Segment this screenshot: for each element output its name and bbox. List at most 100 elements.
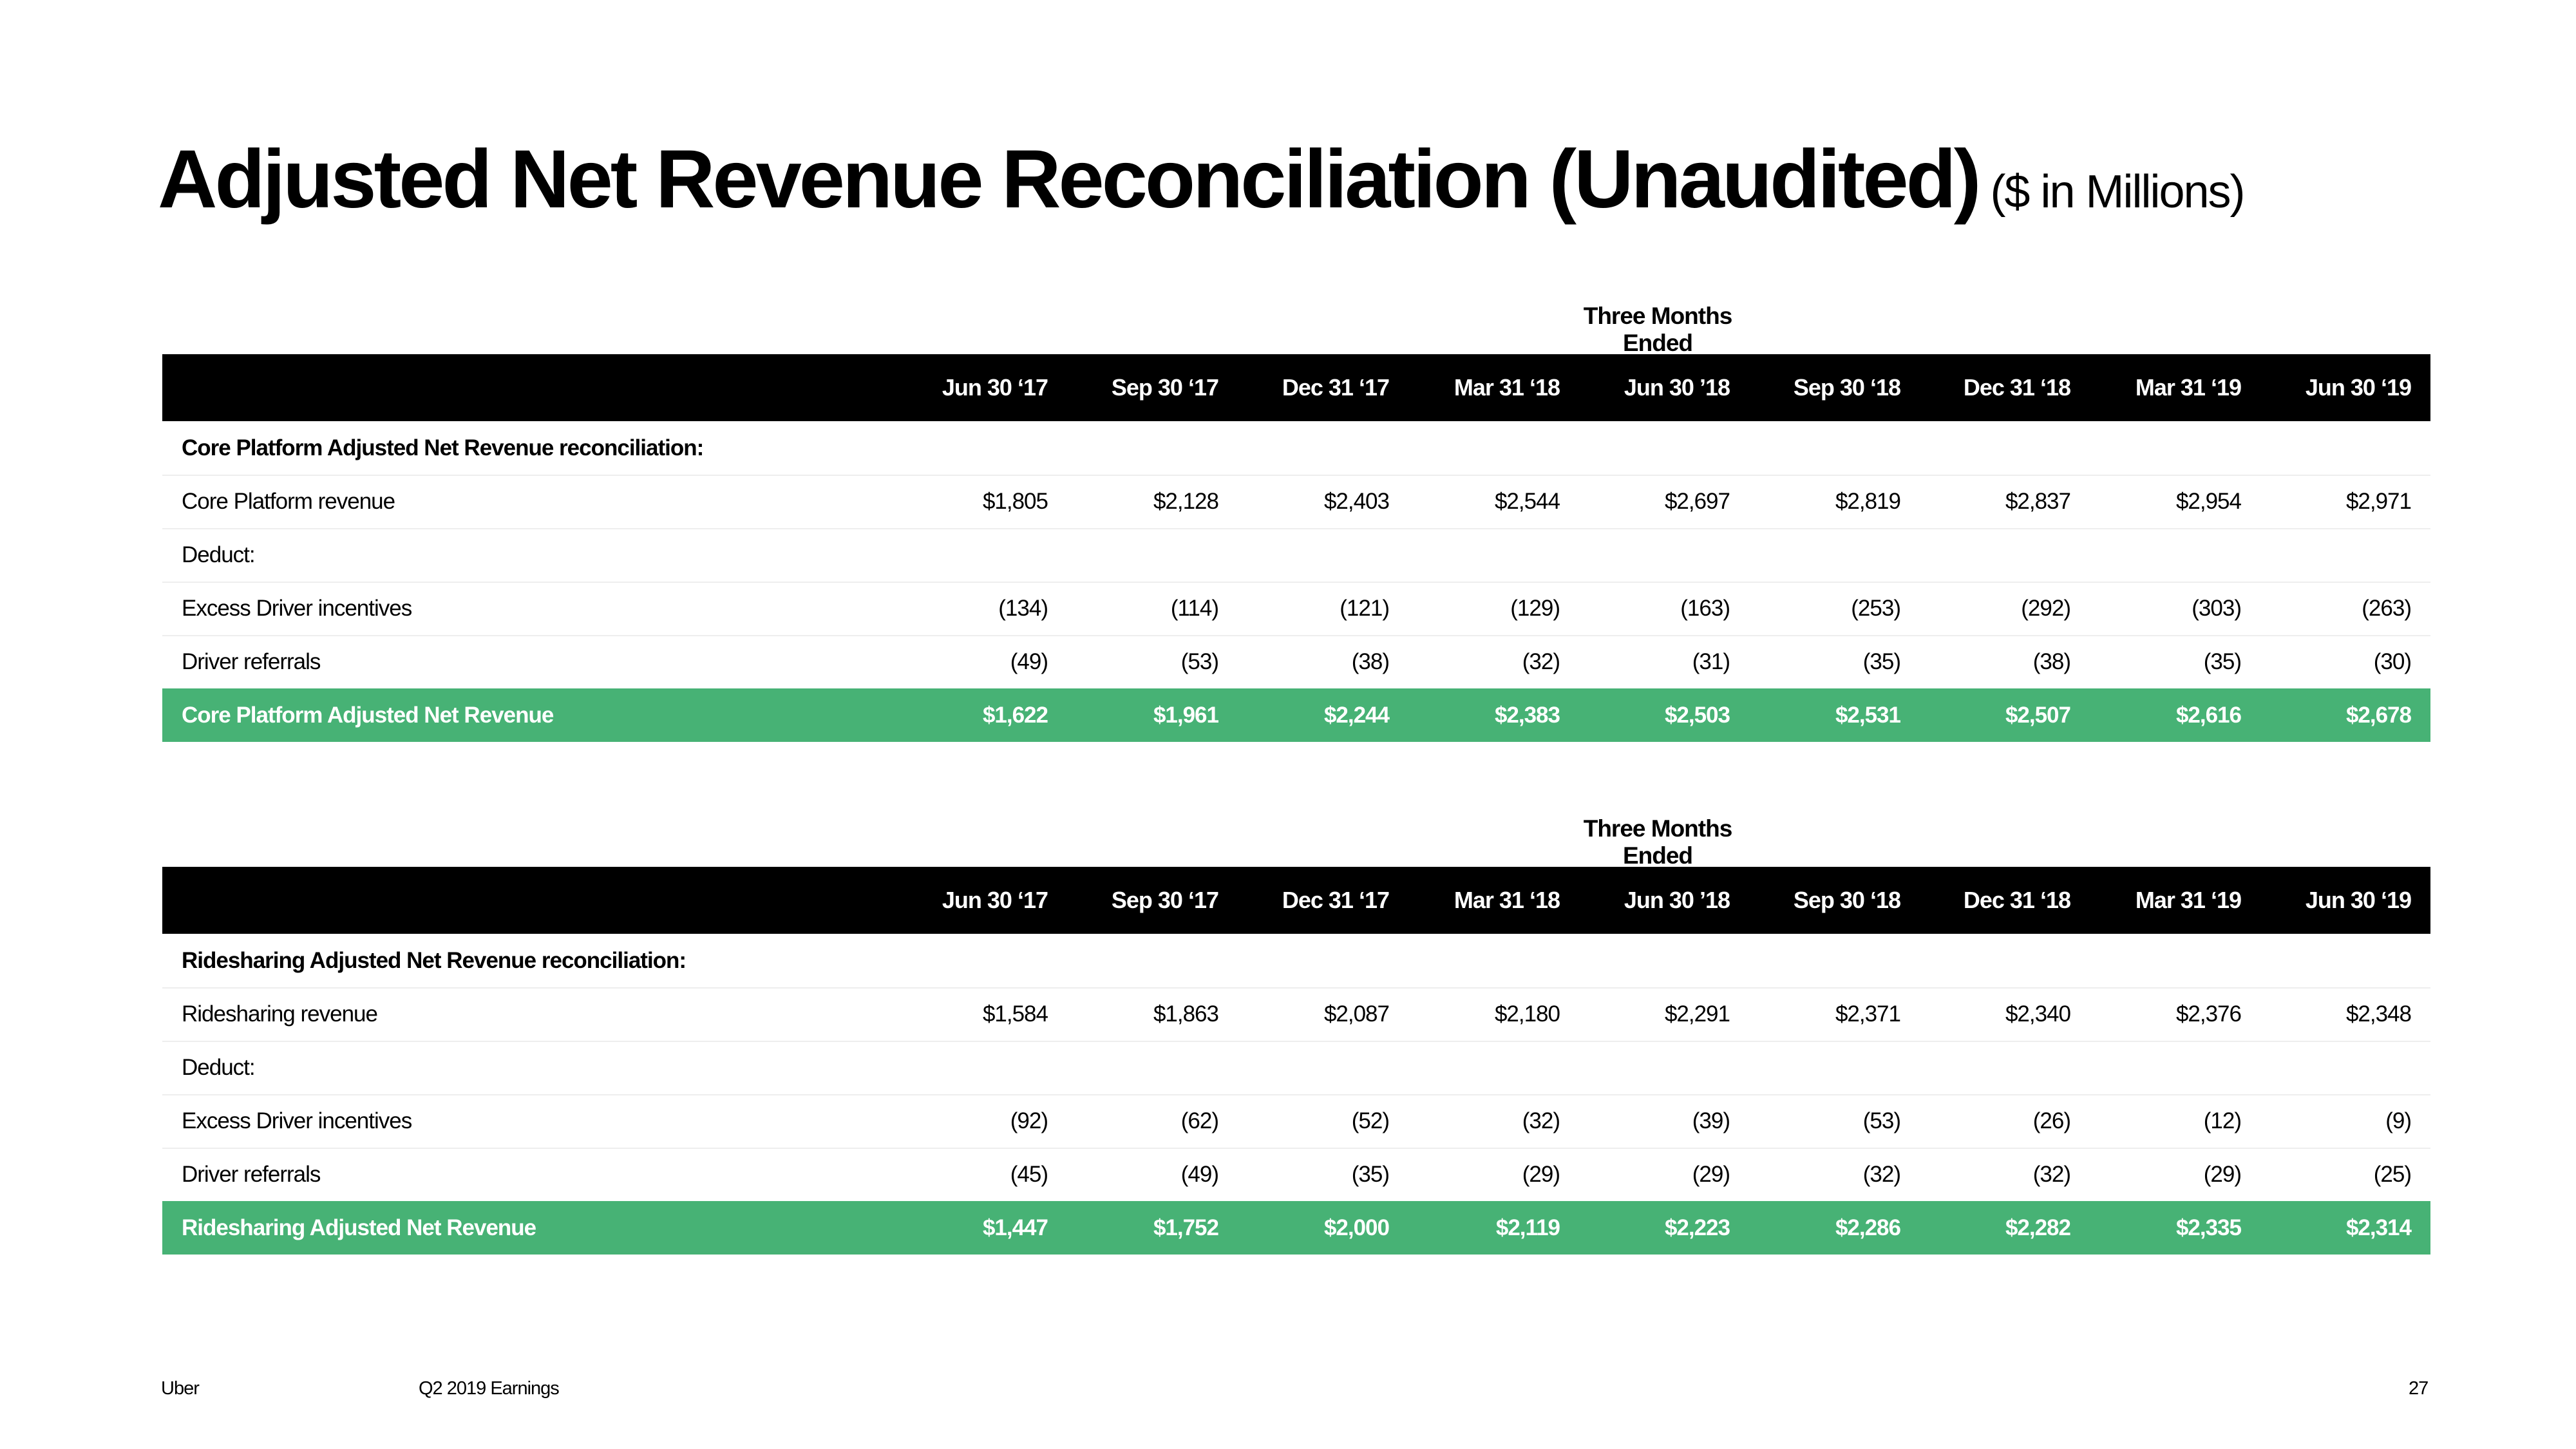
period-header: Jun 30 ’18 xyxy=(1624,374,1730,401)
row-value xyxy=(1922,528,2070,582)
row-value: (134) xyxy=(998,595,1048,621)
row-label: Deduct: xyxy=(182,1054,256,1080)
row-value xyxy=(900,1041,1048,1094)
row-value: (49) xyxy=(1010,649,1048,674)
row-value: $2,291 xyxy=(1664,1001,1730,1027)
period-header: Mar 31 ‘19 xyxy=(2135,887,2242,913)
row-value xyxy=(2093,528,2241,582)
row-value: (49) xyxy=(1180,1161,1219,1187)
row-value: (303) xyxy=(2192,595,2242,621)
period-header: Jun 30 ‘17 xyxy=(942,374,1048,401)
period-header: Jun 30 ‘17 xyxy=(942,887,1048,913)
total-value: $1,447 xyxy=(982,1215,1048,1240)
row-value xyxy=(1582,528,1730,582)
row-value xyxy=(2263,1041,2411,1094)
row-value: $1,584 xyxy=(982,1001,1048,1027)
row-value: (32) xyxy=(1522,649,1560,674)
row-value: $2,340 xyxy=(2005,1001,2071,1027)
table-row: Excess Driver incentives (134) (114) (121) (… xyxy=(162,582,2430,636)
period-header: Dec 31 ‘17 xyxy=(1282,887,1390,913)
total-value: $2,223 xyxy=(1664,1215,1730,1240)
total-value: $2,286 xyxy=(1835,1215,1901,1240)
total-label: Core Platform Adjusted Net Revenue xyxy=(182,702,554,728)
row-value: (35) xyxy=(1862,649,1901,674)
row-value xyxy=(900,528,1048,582)
section-label-row: Core Platform Adjusted Net Revenue recon… xyxy=(162,421,2430,476)
total-value: $1,622 xyxy=(982,702,1048,728)
row-value: (253) xyxy=(1851,595,1901,621)
table-row: Driver referrals (45) (49) (35) (29) (29) (32)… xyxy=(162,1148,2430,1202)
table-header: Jun 30 ‘17 Sep 30 ‘17 Dec 31 ‘17 Mar 31 ‘18… xyxy=(162,867,2430,934)
row-value: (53) xyxy=(1862,1108,1901,1133)
period-header: Mar 31 ‘19 xyxy=(2135,374,2242,401)
row-value: $2,087 xyxy=(1323,1001,1390,1027)
row-value xyxy=(1752,1041,1900,1094)
section-label: Ridesharing Adjusted Net Revenue reconci… xyxy=(182,947,687,973)
row-value: $2,971 xyxy=(2345,488,2412,514)
row-value: $2,128 xyxy=(1153,488,1219,514)
table-row: Ridesharing revenue $1,584 $1,863 $2,087 $2,… xyxy=(162,987,2430,1042)
total-value: $2,314 xyxy=(2345,1215,2412,1240)
period-caption: Three Months Ended xyxy=(1583,303,1733,356)
row-value: (52) xyxy=(1351,1108,1390,1133)
total-value: $2,616 xyxy=(2175,702,2242,728)
footer-brand: Uber xyxy=(161,1378,200,1399)
row-label: Excess Driver incentives xyxy=(182,1108,412,1133)
total-value: $2,507 xyxy=(2005,702,2071,728)
period-header: Sep 30 ‘18 xyxy=(1793,887,1901,913)
total-value: $2,282 xyxy=(2005,1215,2071,1240)
row-value xyxy=(2093,1041,2241,1094)
period-header: Sep 30 ‘17 xyxy=(1111,887,1219,913)
row-label: Driver referrals xyxy=(182,1161,321,1187)
row-label: Deduct: xyxy=(182,542,256,567)
title-text: Adjusted Net Revenue Reconciliation (Una… xyxy=(158,133,1981,225)
period-header: Jun 30 ‘19 xyxy=(2305,374,2412,401)
row-value: $2,954 xyxy=(2175,488,2242,514)
period-header: Jun 30 ‘19 xyxy=(2305,887,2412,913)
table-header: Jun 30 ‘17 Sep 30 ‘17 Dec 31 ‘17 Mar 31 ‘18… xyxy=(162,354,2430,421)
period-header: Dec 31 ‘18 xyxy=(1963,374,2071,401)
page-title: Adjusted Net Revenue Reconciliation (Una… xyxy=(158,138,2246,221)
row-value: (129) xyxy=(1510,595,1560,621)
period-header: Sep 30 ‘17 xyxy=(1111,374,1219,401)
row-value: (38) xyxy=(1351,649,1390,674)
period-header: Jun 30 ’18 xyxy=(1624,887,1730,913)
period-header: Dec 31 ‘17 xyxy=(1282,374,1390,401)
footer-report: Q2 2019 Earnings xyxy=(419,1378,560,1399)
row-value xyxy=(1582,1041,1730,1094)
row-value: $2,348 xyxy=(2345,1001,2412,1027)
row-value xyxy=(1752,528,1900,582)
row-value: (121) xyxy=(1340,595,1390,621)
row-value: (292) xyxy=(2021,595,2071,621)
total-value: $1,752 xyxy=(1153,1215,1219,1240)
table-row: Excess Driver incentives (92) (62) (52) (32)… xyxy=(162,1094,2430,1149)
total-row: Core Platform Adjusted Net Revenue $1,622… xyxy=(162,688,2430,742)
period-header: Mar 31 ‘18 xyxy=(1454,887,1560,913)
row-value: (62) xyxy=(1180,1108,1219,1133)
row-value: (25) xyxy=(2373,1161,2412,1187)
total-value: $2,119 xyxy=(1495,1215,1560,1240)
total-value: $2,383 xyxy=(1494,702,1560,728)
row-value: (53) xyxy=(1180,649,1219,674)
row-value: (32) xyxy=(1862,1161,1901,1187)
row-value xyxy=(1922,1041,2070,1094)
row-value: (32) xyxy=(2032,1161,2071,1187)
row-value: $2,180 xyxy=(1494,1001,1560,1027)
total-value: $2,335 xyxy=(2175,1215,2242,1240)
row-value: (39) xyxy=(1692,1108,1730,1133)
row-value: (9) xyxy=(2385,1108,2412,1133)
row-value xyxy=(1070,528,1218,582)
table-row: Core Platform revenue $1,805 $2,128 $2,403 $… xyxy=(162,475,2430,529)
row-value xyxy=(1412,528,1560,582)
row-value: $2,837 xyxy=(2005,488,2071,514)
row-value: (45) xyxy=(1010,1161,1048,1187)
row-value: $2,371 xyxy=(1835,1001,1901,1027)
row-value: (26) xyxy=(2032,1108,2071,1133)
section-label: Core Platform Adjusted Net Revenue recon… xyxy=(182,435,704,460)
row-value: (29) xyxy=(1522,1161,1560,1187)
total-value: $1,961 xyxy=(1153,702,1219,728)
row-value: (30) xyxy=(2373,649,2412,674)
section-label-row: Ridesharing Adjusted Net Revenue reconci… xyxy=(162,934,2430,989)
row-value: (29) xyxy=(2203,1161,2242,1187)
row-value xyxy=(1241,1041,1389,1094)
